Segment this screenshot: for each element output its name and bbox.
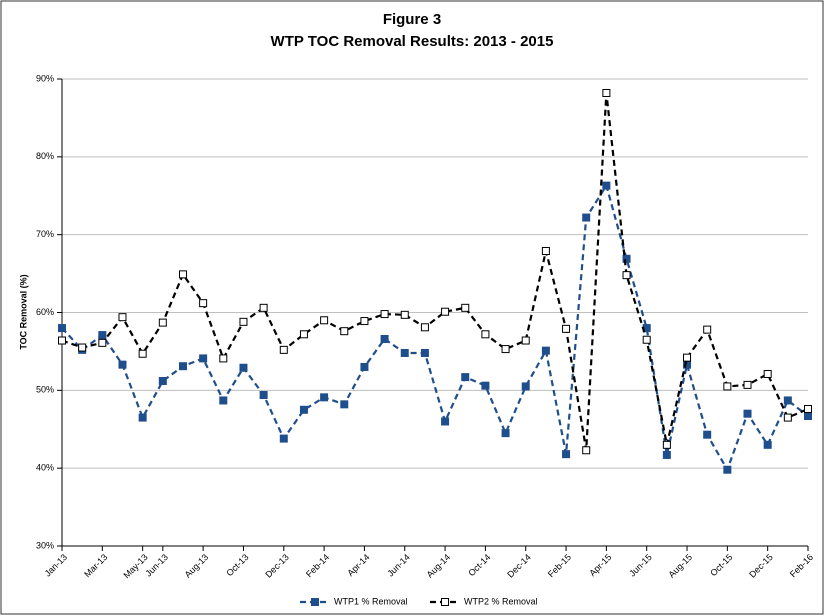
marker — [98, 338, 107, 347]
marker — [178, 270, 187, 279]
marker — [138, 413, 147, 422]
y-tick-label: 60% — [36, 307, 54, 317]
marker — [703, 430, 712, 439]
marker — [138, 349, 147, 358]
marker — [521, 382, 530, 391]
marker — [441, 417, 450, 426]
marker — [622, 254, 631, 263]
chart-title: Figure 3 — [383, 11, 441, 28]
marker — [239, 317, 248, 326]
marker — [259, 303, 268, 312]
marker — [420, 348, 429, 357]
series-line — [61, 92, 809, 451]
series — [58, 181, 812, 474]
marker — [360, 317, 369, 326]
marker — [299, 405, 308, 414]
marker — [662, 450, 671, 459]
marker — [763, 440, 772, 449]
marker — [58, 324, 66, 333]
marker — [78, 343, 87, 352]
marker — [400, 310, 409, 319]
marker — [541, 247, 550, 256]
marker — [481, 381, 490, 390]
marker — [582, 213, 591, 222]
marker — [541, 346, 550, 355]
marker — [743, 380, 752, 389]
marker — [723, 382, 732, 391]
marker — [783, 396, 792, 405]
legend-marker — [311, 598, 319, 606]
marker — [118, 360, 127, 369]
marker — [562, 324, 571, 333]
marker — [501, 345, 510, 354]
marker — [98, 331, 107, 340]
legend-marker — [441, 598, 449, 606]
marker — [380, 310, 389, 319]
y-tick-label: 50% — [36, 385, 54, 395]
marker — [299, 330, 308, 339]
marker — [602, 89, 611, 98]
marker — [199, 299, 208, 308]
marker — [320, 393, 329, 402]
marker — [380, 334, 389, 343]
marker — [501, 429, 510, 438]
y-tick-label: 30% — [36, 540, 54, 550]
marker — [723, 465, 732, 474]
series — [58, 89, 812, 455]
marker — [622, 271, 631, 280]
marker — [239, 363, 248, 372]
marker — [783, 413, 792, 422]
marker — [521, 336, 530, 345]
marker — [804, 405, 812, 414]
marker — [400, 348, 409, 357]
marker — [642, 335, 651, 344]
marker — [58, 336, 66, 345]
y-axis-label: TOC Removal (%) — [18, 274, 28, 349]
marker — [320, 316, 329, 325]
marker — [219, 354, 228, 363]
marker — [259, 391, 268, 400]
marker — [219, 396, 228, 405]
marker — [158, 376, 167, 385]
series-line — [61, 182, 809, 473]
marker — [340, 400, 349, 409]
marker — [178, 362, 187, 371]
marker — [662, 440, 671, 449]
marker — [481, 330, 490, 339]
marker — [582, 446, 591, 455]
marker — [461, 373, 470, 382]
y-tick-label: 40% — [36, 463, 54, 473]
marker — [340, 327, 349, 336]
marker — [743, 409, 752, 418]
marker — [420, 323, 429, 332]
marker — [602, 181, 611, 190]
marker — [199, 354, 208, 363]
marker — [804, 412, 812, 421]
marker — [441, 307, 450, 316]
marker — [118, 313, 127, 322]
marker — [279, 345, 288, 354]
legend-label: WTP1 % Removal — [334, 596, 408, 606]
chart-subtitle: WTP TOC Removal Results: 2013 - 2015 — [271, 33, 554, 50]
marker — [158, 318, 167, 327]
legend-label: WTP2 % Removal — [464, 596, 538, 606]
marker — [703, 325, 712, 334]
marker — [360, 362, 369, 371]
y-tick-label: 90% — [36, 73, 54, 83]
marker — [562, 450, 571, 459]
marker — [763, 369, 772, 378]
y-tick-label: 80% — [36, 151, 54, 161]
marker — [461, 303, 470, 312]
marker — [683, 353, 692, 362]
y-tick-label: 70% — [36, 229, 54, 239]
marker — [279, 434, 288, 443]
